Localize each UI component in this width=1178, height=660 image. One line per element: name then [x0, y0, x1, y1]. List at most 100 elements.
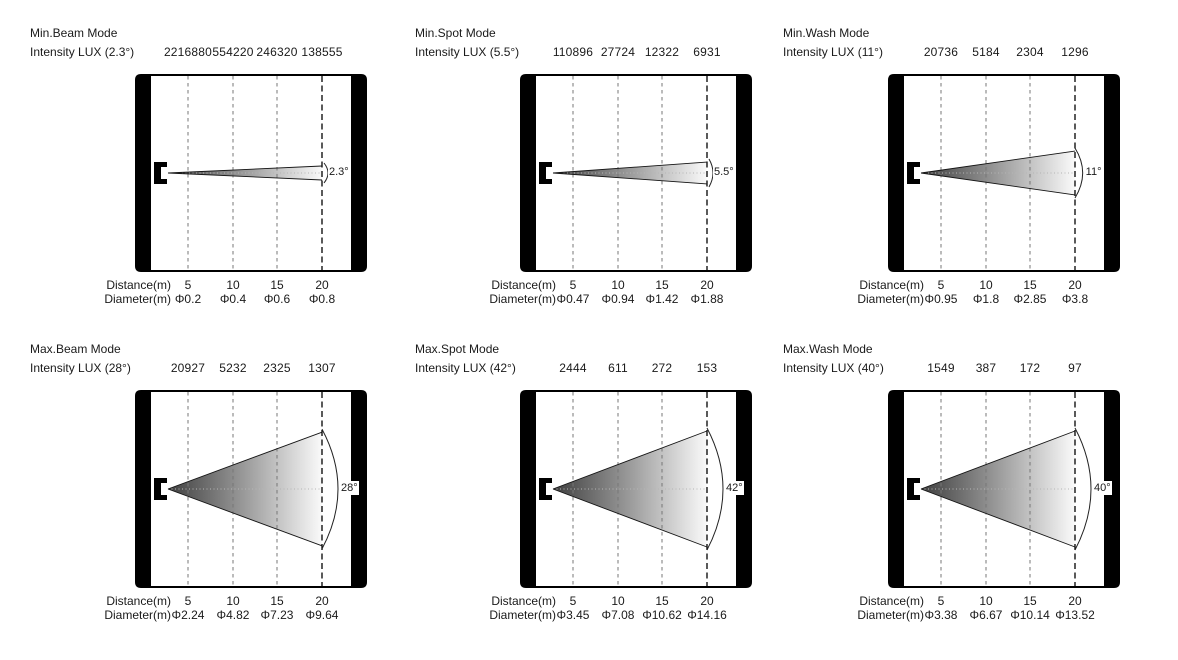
- distance-value: 5: [569, 594, 577, 608]
- photometric-panel: Max.Spot Mode Intensity LUX (42°) 2444 6…: [410, 326, 778, 631]
- distance-value: 20: [1068, 594, 1082, 608]
- angle-arc: [321, 428, 339, 550]
- beam-diagram-svg: [520, 74, 752, 272]
- distance-value: 5: [937, 278, 945, 292]
- beam-edge-bottom: [167, 488, 323, 547]
- diameter-value: Φ1.88: [690, 292, 724, 306]
- distance-row-label: Distance(m): [859, 278, 924, 292]
- diameter-value: Φ3.45: [556, 608, 590, 622]
- fixture-icon: [539, 162, 552, 184]
- beam-diagram-svg: [135, 74, 367, 272]
- beam-diagram: [135, 390, 367, 588]
- frame-right-wall: [736, 74, 752, 272]
- distance-row-label: Distance(m): [491, 278, 556, 292]
- photometric-panel: Min.Spot Mode Intensity LUX (5.5°) 11089…: [410, 10, 778, 315]
- diameter-value: Φ0.2: [174, 292, 202, 306]
- beam-angle-label: 5.5°: [713, 165, 735, 179]
- fixture-icon: [907, 478, 920, 500]
- intensity-value: 554220: [212, 45, 254, 59]
- diameter-value: Φ0.47: [556, 292, 590, 306]
- diameter-value: Φ4.82: [216, 608, 250, 622]
- beam-angle-label: 2.3°: [328, 165, 350, 179]
- photometric-panel: Max.Wash Mode Intensity LUX (40°) 1549 3…: [778, 326, 1146, 631]
- diameter-value: Φ0.6: [263, 292, 291, 306]
- distance-value: 20: [700, 594, 714, 608]
- beam-edge-bottom: [920, 488, 1076, 548]
- frame-right-wall: [351, 74, 367, 272]
- frame-top: [534, 390, 738, 392]
- beam-angle-label: 40°: [1093, 481, 1112, 495]
- frame-left-wall: [520, 390, 536, 588]
- panel-title: Min.Beam Mode: [30, 26, 118, 40]
- frame-bottom: [534, 586, 738, 588]
- intensity-value: 1307: [308, 361, 336, 375]
- beam-edge-bottom: [552, 172, 708, 185]
- diameter-value: Φ2.24: [171, 608, 205, 622]
- distance-value: 15: [1023, 594, 1037, 608]
- distance-value: 20: [315, 278, 329, 292]
- intensity-value: 153: [696, 361, 718, 375]
- diameter-value: Φ3.8: [1061, 292, 1089, 306]
- distance-value: 20: [315, 594, 329, 608]
- intensity-value: 20927: [170, 361, 206, 375]
- beam-diagram: [135, 74, 367, 272]
- frame-bottom: [149, 270, 353, 272]
- intensity-value: 2304: [1016, 45, 1044, 59]
- diameter-value: Φ0.94: [601, 292, 635, 306]
- beam-edge-top: [920, 430, 1076, 490]
- distance-value: 15: [1023, 278, 1037, 292]
- beam-diagram: [888, 74, 1120, 272]
- diameter-value: Φ0.4: [219, 292, 247, 306]
- frame-bottom: [902, 586, 1106, 588]
- angle-arc: [706, 427, 724, 551]
- frame-left-wall: [520, 74, 536, 272]
- angle-arc: [1074, 427, 1092, 551]
- beam-diagram: [888, 390, 1120, 588]
- distance-row-label: Distance(m): [491, 594, 556, 608]
- beam-angle-label: 42°: [725, 481, 744, 495]
- intensity-label: Intensity LUX (28°): [30, 361, 131, 375]
- beam-edge-top: [552, 430, 708, 490]
- beam-edge-top: [552, 161, 708, 174]
- fixture-icon: [154, 162, 167, 184]
- intensity-label: Intensity LUX (11°): [783, 45, 883, 59]
- frame-top: [902, 74, 1106, 76]
- distance-value: 10: [979, 278, 993, 292]
- photometric-panel: Max.Beam Mode Intensity LUX (28°) 20927 …: [25, 326, 393, 631]
- diameter-row-label: Diameter(m): [104, 608, 171, 622]
- distance-value: 10: [611, 278, 625, 292]
- frame-left-wall: [135, 390, 151, 588]
- distance-value: 15: [270, 594, 284, 608]
- distance-value: 5: [937, 594, 945, 608]
- beam-edge-top: [167, 431, 323, 490]
- beam-edge-bottom: [552, 488, 708, 548]
- diameter-value: Φ2.85: [1013, 292, 1047, 306]
- diameter-value: Φ7.08: [601, 608, 635, 622]
- intensity-value: 611: [608, 361, 628, 375]
- distance-row-label: Distance(m): [106, 594, 171, 608]
- distance-value: 10: [979, 594, 993, 608]
- diameter-value: Φ1.8: [972, 292, 1000, 306]
- frame-top: [534, 74, 738, 76]
- beam-diagram-svg: [135, 390, 367, 588]
- distance-value: 15: [270, 278, 284, 292]
- diameter-value: Φ10.14: [1010, 608, 1050, 622]
- panel-title: Max.Beam Mode: [30, 342, 121, 356]
- distance-value: 10: [226, 594, 240, 608]
- intensity-value: 272: [651, 361, 673, 375]
- distance-value: 5: [184, 594, 192, 608]
- diameter-row-label: Diameter(m): [857, 292, 924, 306]
- beam-edge-top: [920, 150, 1076, 174]
- fixture-icon: [154, 478, 167, 500]
- distance-value: 15: [655, 594, 669, 608]
- beam-diagram-svg: [888, 390, 1120, 588]
- diameter-value: Φ6.67: [969, 608, 1003, 622]
- intensity-label: Intensity LUX (2.3°): [30, 45, 135, 59]
- frame-right-wall: [1104, 74, 1120, 272]
- photometric-panel: Min.Wash Mode Intensity LUX (11°) 20736 …: [778, 10, 1146, 315]
- panel-title: Max.Spot Mode: [415, 342, 500, 356]
- frame-top: [149, 74, 353, 76]
- intensity-value: 1549: [927, 361, 955, 375]
- diameter-value: Φ10.62: [642, 608, 682, 622]
- photometric-panel: Min.Beam Mode Intensity LUX (2.3°) 22168…: [25, 10, 393, 315]
